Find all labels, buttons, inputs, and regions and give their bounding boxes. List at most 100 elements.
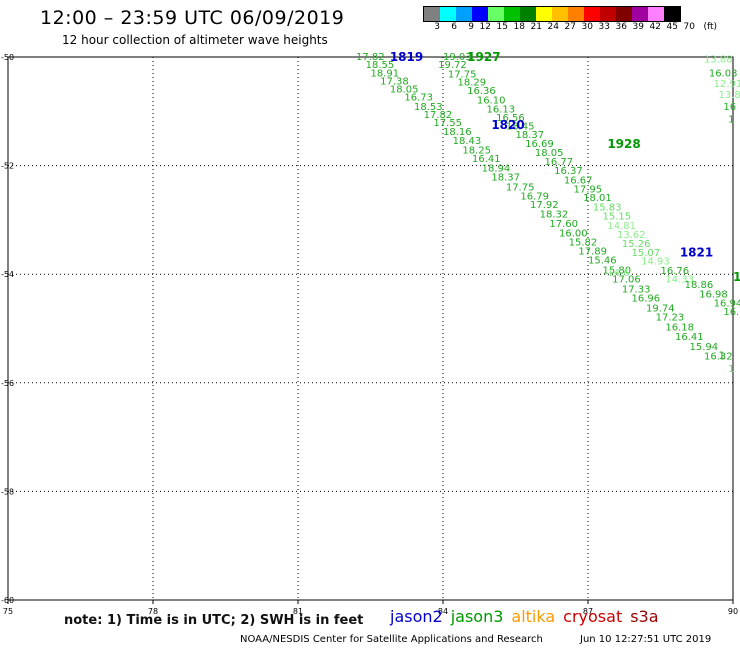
swh-value: 17.60 xyxy=(549,219,578,230)
lat-tick-label: -54 xyxy=(1,270,14,279)
swh-value: 19.74 xyxy=(646,303,675,314)
swh-value: 13.8 xyxy=(719,90,740,101)
swh-value: 18.43 xyxy=(453,136,482,147)
credit-text: NOAA/NESDIS Center for Satellite Applica… xyxy=(240,634,543,645)
swh-value: 18.05 xyxy=(535,148,564,159)
pass-label: 1927 xyxy=(467,50,500,64)
legend-swatch-15 xyxy=(488,7,504,21)
lon-tick-label: 75 xyxy=(3,607,13,616)
swh-value: 17.75 xyxy=(506,182,535,193)
map-frame xyxy=(7,56,734,601)
legend-swatch-30 xyxy=(568,7,584,21)
lon-tick-label: 84 xyxy=(438,607,448,616)
swh-value: 16.76 xyxy=(661,266,690,277)
swh-value: 16 xyxy=(723,102,736,113)
legend-swatch-39 xyxy=(616,7,632,21)
swh-value: 15.82 xyxy=(569,238,598,249)
pass-label: 1820 xyxy=(491,118,524,132)
swh-value: 18.53 xyxy=(414,102,443,113)
swh-value: 16.41 xyxy=(472,154,501,165)
legend-label-9: 9 xyxy=(468,22,474,32)
swh-value: 16.37 xyxy=(554,166,583,177)
swh-value: 17.82 xyxy=(424,110,453,121)
pass-label: 1819 xyxy=(390,50,423,64)
legend-label-18: 18 xyxy=(513,22,525,32)
swh-value: 15.83 xyxy=(593,202,622,213)
swh-value: 15.26 xyxy=(622,239,651,250)
satellite-s3a: s3a xyxy=(630,607,659,626)
legend-label-24: 24 xyxy=(547,22,559,32)
satellite-cryosat: cryosat xyxy=(563,607,623,626)
legend-label-30: 30 xyxy=(581,22,593,32)
swh-value: 16.98 xyxy=(699,289,728,300)
legend-swatch-70 xyxy=(664,7,680,21)
swh-value: 17.75 xyxy=(448,69,477,80)
swh-value: 15.80 xyxy=(603,265,632,276)
timestamp-text: Jun 10 12:27:51 UTC 2019 xyxy=(580,634,712,645)
legend-label-45: 45 xyxy=(666,22,678,32)
swh-value: 19.72 xyxy=(438,60,467,71)
swh-value: 13.62 xyxy=(617,230,646,241)
swh-value: 17.55 xyxy=(433,118,462,129)
map-subtitle: 12 hour collection of altimeter wave hei… xyxy=(62,33,328,47)
swh-value: 18.91 xyxy=(371,68,400,79)
swh-value: 16.0 xyxy=(723,307,740,318)
swh-value: 13.88 xyxy=(704,55,733,66)
legend-label-36: 36 xyxy=(615,22,627,32)
swh-value: 16.77 xyxy=(545,157,574,168)
swh-value: 18.37 xyxy=(516,130,545,141)
swh-value: 18.55 xyxy=(366,60,395,71)
swh-value: 16.32 xyxy=(704,352,733,363)
legend-swatch-21 xyxy=(520,7,536,21)
satellite-jason2: jason2 xyxy=(390,607,443,626)
legend-swatch-27 xyxy=(552,7,568,21)
swh-value: 16.73 xyxy=(404,93,433,104)
swh-value: 16.13 xyxy=(487,105,516,116)
swh-value: 14.93 xyxy=(641,257,670,268)
swh-value: 18.86 xyxy=(685,280,714,291)
color-scale-labels: 3 6 9 12 15 18 21 24 27 30 33 36 39 42 45 70 (ft) xyxy=(423,22,717,32)
legend-swatch-42 xyxy=(632,7,648,21)
swh-value: 14.33 xyxy=(665,275,694,286)
swh-value: 17.89 xyxy=(578,246,607,257)
lat-tick-label: -56 xyxy=(1,379,14,388)
footer-note: note: 1) Time is in UTC; 2) SWH is in fe… xyxy=(64,613,364,628)
pass-label: 1928 xyxy=(607,137,640,151)
pass-label: 1929 xyxy=(733,270,740,284)
swh-value: 15.15 xyxy=(603,212,632,223)
swh-value: 16.18 xyxy=(665,322,694,333)
swh-value: 14.6 xyxy=(607,268,629,279)
swh-value: 16.41 xyxy=(675,332,704,343)
swh-value: 15.07 xyxy=(632,248,661,259)
swh-value: 18.37 xyxy=(491,173,520,184)
swh-value: 15.94 xyxy=(690,342,719,353)
swh-value: 16.56 xyxy=(496,113,525,124)
satellite-altika: altika xyxy=(511,607,556,626)
swh-value: 16.36 xyxy=(467,86,496,97)
swh-value: 17.06 xyxy=(612,275,641,286)
swh-value: 14.81 xyxy=(607,221,636,232)
legend-unit: (ft) xyxy=(703,22,717,32)
swh-value: 12.91 xyxy=(714,79,740,90)
legend-swatch-33 xyxy=(584,7,600,21)
legend-label-27: 27 xyxy=(564,22,576,32)
swh-value: 17.82 xyxy=(356,52,385,63)
legend-swatch-12 xyxy=(472,7,488,21)
swh-value: 17.38 xyxy=(380,76,409,87)
lon-tick-label: 78 xyxy=(148,607,158,616)
map-title: 12:00 – 23:59 UTC 06/09/2019 xyxy=(40,7,345,29)
lon-tick-label: 81 xyxy=(293,607,303,616)
swh-value: 17.33 xyxy=(622,284,651,295)
swh-value: 16.67 xyxy=(564,175,593,186)
legend-label-42: 42 xyxy=(649,22,661,32)
swh-value: 16.10 xyxy=(477,95,506,106)
swh-value: 17.23 xyxy=(656,313,685,324)
swh-value: 17.92 xyxy=(530,200,559,211)
legend-swatch-18 xyxy=(504,7,520,21)
lat-tick-label: -52 xyxy=(1,162,14,171)
swh-value: 16.69 xyxy=(525,139,554,150)
pass-label: 1821 xyxy=(680,245,713,259)
swh-value: 18.01 xyxy=(583,193,612,204)
legend-swatch-9 xyxy=(456,7,472,21)
